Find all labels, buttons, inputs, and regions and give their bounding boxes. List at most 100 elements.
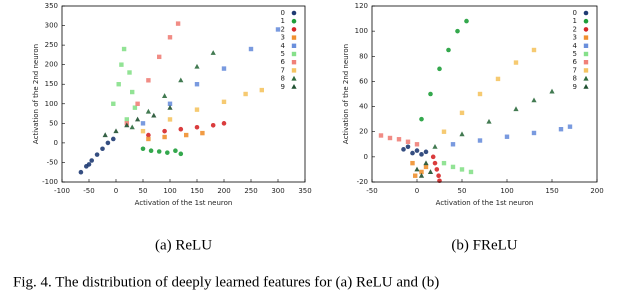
point bbox=[468, 169, 474, 175]
x-tick-label: 100 bbox=[500, 187, 513, 195]
point bbox=[428, 91, 433, 97]
point bbox=[119, 62, 124, 67]
point bbox=[248, 46, 254, 52]
point bbox=[419, 152, 424, 157]
point bbox=[167, 101, 173, 106]
point bbox=[78, 169, 84, 175]
x-axis-label: Activation of the 1st neuron bbox=[436, 199, 534, 207]
y-axis-label: Activation of the 2nd neuron bbox=[342, 44, 350, 144]
point bbox=[513, 60, 519, 65]
legend-marker bbox=[583, 51, 589, 57]
point bbox=[129, 124, 135, 130]
point bbox=[124, 122, 130, 128]
point bbox=[194, 63, 200, 69]
subcaption: (a) ReLU bbox=[155, 237, 212, 253]
point bbox=[446, 47, 451, 53]
legend-marker bbox=[291, 43, 297, 48]
subcaption: (b) FReLU bbox=[451, 237, 517, 253]
legend-marker bbox=[583, 60, 589, 65]
point bbox=[194, 82, 200, 87]
point bbox=[178, 151, 184, 157]
point bbox=[124, 117, 129, 122]
legend-marker bbox=[583, 18, 589, 24]
legend-marker bbox=[291, 18, 297, 24]
point bbox=[140, 121, 146, 126]
point bbox=[113, 128, 119, 134]
point bbox=[156, 149, 162, 154]
point bbox=[504, 134, 510, 139]
y-tick-label: -50 bbox=[47, 158, 58, 166]
legend-label: 8 bbox=[573, 75, 577, 83]
legend-label: 3 bbox=[573, 34, 577, 42]
legend-marker bbox=[291, 10, 297, 16]
point bbox=[132, 105, 138, 110]
point bbox=[432, 160, 438, 166]
point bbox=[455, 28, 460, 34]
legend-label: 7 bbox=[573, 66, 577, 74]
point bbox=[531, 130, 537, 136]
point bbox=[414, 166, 420, 172]
legend-label: 3 bbox=[281, 34, 285, 42]
x-tick-label: 50 bbox=[139, 187, 148, 195]
y-tick-label: 0 bbox=[54, 139, 58, 147]
point bbox=[210, 50, 216, 55]
point bbox=[567, 124, 573, 129]
point bbox=[167, 35, 173, 40]
legend-label: 9 bbox=[281, 83, 285, 91]
point bbox=[140, 128, 146, 134]
y-tick-label: -20 bbox=[357, 178, 368, 186]
point bbox=[549, 88, 555, 94]
point bbox=[146, 132, 151, 138]
point bbox=[414, 142, 420, 147]
x-tick-label: 200 bbox=[590, 187, 603, 195]
point bbox=[436, 173, 441, 179]
point bbox=[151, 112, 157, 118]
point bbox=[173, 148, 178, 154]
point bbox=[423, 149, 429, 155]
point bbox=[86, 162, 92, 167]
point bbox=[405, 139, 411, 144]
point bbox=[221, 121, 227, 126]
legend-marker bbox=[291, 60, 297, 65]
point bbox=[162, 128, 167, 134]
point bbox=[145, 108, 151, 114]
point bbox=[175, 21, 181, 26]
legend-marker bbox=[583, 84, 589, 89]
point bbox=[495, 76, 501, 82]
y-tick-label: 350 bbox=[45, 2, 58, 10]
point bbox=[410, 150, 415, 156]
legend-label: 6 bbox=[573, 58, 578, 66]
point bbox=[135, 116, 141, 122]
point bbox=[165, 150, 170, 155]
legend-marker bbox=[583, 27, 589, 32]
point bbox=[410, 160, 415, 166]
point bbox=[423, 160, 429, 166]
legend-label: 8 bbox=[281, 75, 285, 83]
point bbox=[464, 18, 469, 24]
legend-label: 2 bbox=[281, 25, 285, 33]
point bbox=[432, 144, 438, 149]
legend-label: 9 bbox=[573, 83, 577, 91]
point bbox=[558, 127, 564, 132]
y-tick-label: 20 bbox=[359, 128, 368, 136]
legend-label: 6 bbox=[281, 58, 286, 66]
point bbox=[405, 144, 411, 150]
point bbox=[116, 82, 121, 87]
point bbox=[130, 89, 135, 95]
point bbox=[477, 91, 483, 97]
legend-label: 0 bbox=[281, 9, 285, 17]
point bbox=[184, 132, 189, 138]
y-tick-label: 80 bbox=[359, 52, 368, 60]
point bbox=[146, 136, 151, 142]
legend-marker bbox=[583, 35, 589, 40]
point bbox=[434, 167, 440, 172]
point bbox=[513, 106, 519, 112]
point bbox=[162, 93, 168, 98]
point bbox=[259, 87, 264, 93]
x-tick-label: 100 bbox=[163, 187, 176, 195]
point bbox=[419, 116, 424, 122]
x-tick-label: 200 bbox=[217, 187, 230, 195]
x-tick-label: 300 bbox=[271, 187, 284, 195]
point bbox=[531, 97, 537, 103]
